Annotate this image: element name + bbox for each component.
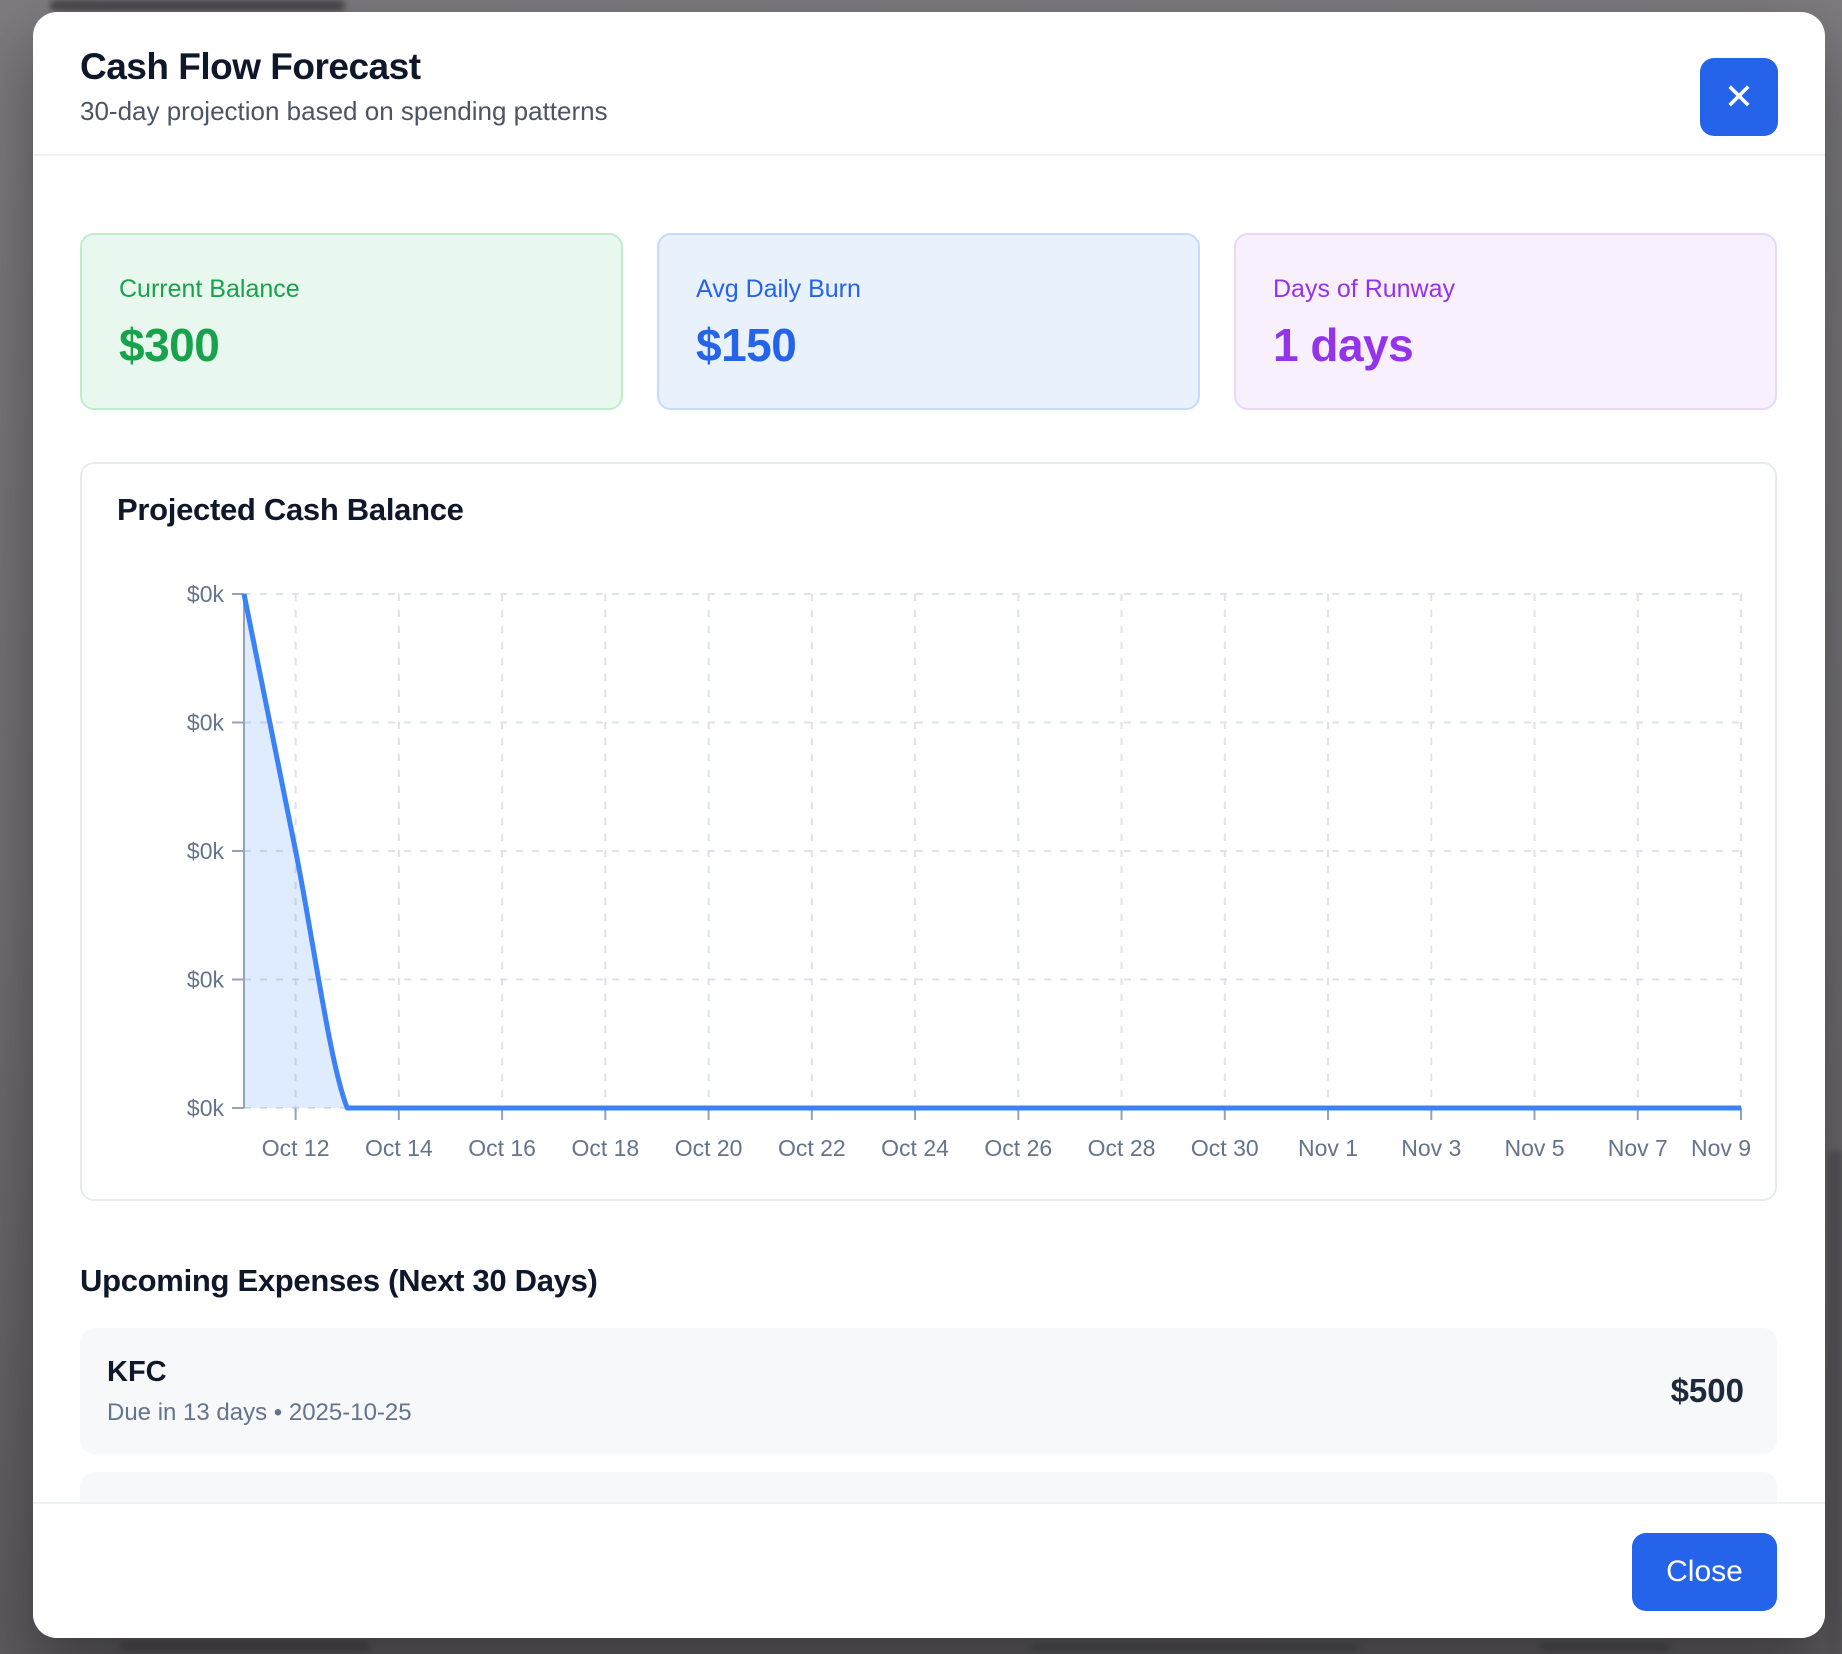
backdrop-blob bbox=[1540, 1643, 1670, 1652]
stat-value: 1 days bbox=[1273, 319, 1414, 371]
expense-info: KFC Due in 13 days • 2025-10-25 bbox=[107, 1356, 412, 1427]
svg-text:Oct 16: Oct 16 bbox=[468, 1135, 536, 1161]
svg-text:Nov 1: Nov 1 bbox=[1298, 1135, 1358, 1161]
cash-balance-chart: $0k $0k $0k $0k $0k Oct 12 Oct 14 Oct 16 Oct 18 O… bbox=[187, 581, 1751, 1161]
dialog-subtitle: 30-day projection based on spending patt… bbox=[80, 96, 608, 126]
stat-card-avg-daily-burn: Avg Daily Burn $150 bbox=[657, 233, 1200, 410]
dialog-title: Cash Flow Forecast bbox=[80, 46, 421, 87]
stat-value: $150 bbox=[696, 319, 797, 371]
svg-text:Oct 12: Oct 12 bbox=[262, 1135, 330, 1161]
svg-text:Oct 18: Oct 18 bbox=[571, 1135, 639, 1161]
cash-flow-forecast-dialog: Cash Flow Forecast 30-day projection bas… bbox=[33, 12, 1825, 1638]
svg-text:$0k: $0k bbox=[187, 581, 225, 607]
svg-text:Oct 20: Oct 20 bbox=[675, 1135, 743, 1161]
backdrop-blob bbox=[120, 1641, 370, 1652]
expense-name: KFC bbox=[107, 1355, 167, 1388]
expense-amount: $500 bbox=[1670, 1372, 1744, 1409]
backdrop-text-blob bbox=[50, 0, 345, 11]
close-button[interactable]: Close bbox=[1632, 1533, 1777, 1611]
svg-text:Oct 14: Oct 14 bbox=[365, 1135, 433, 1161]
stat-value: $300 bbox=[119, 319, 220, 371]
expense-due-text: Due in 13 days • 2025-10-25 bbox=[107, 1398, 412, 1426]
summary-stats-row: Current Balance $300 Avg Daily Burn $150… bbox=[80, 233, 1777, 410]
stat-label: Days of Runway bbox=[1273, 275, 1456, 303]
svg-text:$0k: $0k bbox=[187, 1095, 225, 1121]
svg-text:$0k: $0k bbox=[187, 838, 225, 864]
svg-text:Oct 26: Oct 26 bbox=[984, 1135, 1052, 1161]
svg-text:Nov 3: Nov 3 bbox=[1401, 1135, 1461, 1161]
footer-divider bbox=[33, 1502, 1825, 1504]
expense-list-item: KFC Due in 13 days • 2025-10-25 $500 bbox=[80, 1328, 1777, 1454]
stat-card-current-balance: Current Balance $300 bbox=[80, 233, 623, 410]
svg-text:Oct 24: Oct 24 bbox=[881, 1135, 949, 1161]
svg-text:$0k: $0k bbox=[187, 710, 225, 736]
expense-list-item-partial bbox=[80, 1472, 1777, 1502]
upcoming-expenses-heading: Upcoming Expenses (Next 30 Days) bbox=[80, 1263, 598, 1298]
projected-cash-balance-card: Projected Cash Balance $0k $0k $0k $0k $0k Oc… bbox=[80, 462, 1777, 1201]
svg-text:Nov 9: Nov 9 bbox=[1691, 1135, 1751, 1161]
stat-label: Current Balance bbox=[119, 275, 300, 303]
dialog-footer: Close bbox=[33, 1504, 1825, 1638]
backdrop-blob bbox=[1828, 1150, 1842, 1654]
svg-text:Nov 7: Nov 7 bbox=[1608, 1135, 1668, 1161]
stat-card-days-of-runway: Days of Runway 1 days bbox=[1234, 233, 1777, 410]
close-icon: ✕ bbox=[1723, 76, 1755, 117]
chart-title: Projected Cash Balance bbox=[117, 492, 464, 527]
svg-text:Oct 28: Oct 28 bbox=[1088, 1135, 1156, 1161]
close-dialog-button[interactable]: ✕ bbox=[1700, 58, 1778, 136]
backdrop-blob bbox=[1030, 1643, 1360, 1652]
stat-label: Avg Daily Burn bbox=[696, 275, 861, 303]
svg-text:Oct 22: Oct 22 bbox=[778, 1135, 846, 1161]
header-divider bbox=[33, 154, 1825, 156]
svg-text:$0k: $0k bbox=[187, 967, 225, 993]
svg-text:Nov 5: Nov 5 bbox=[1504, 1135, 1564, 1161]
svg-text:Oct 30: Oct 30 bbox=[1191, 1135, 1259, 1161]
